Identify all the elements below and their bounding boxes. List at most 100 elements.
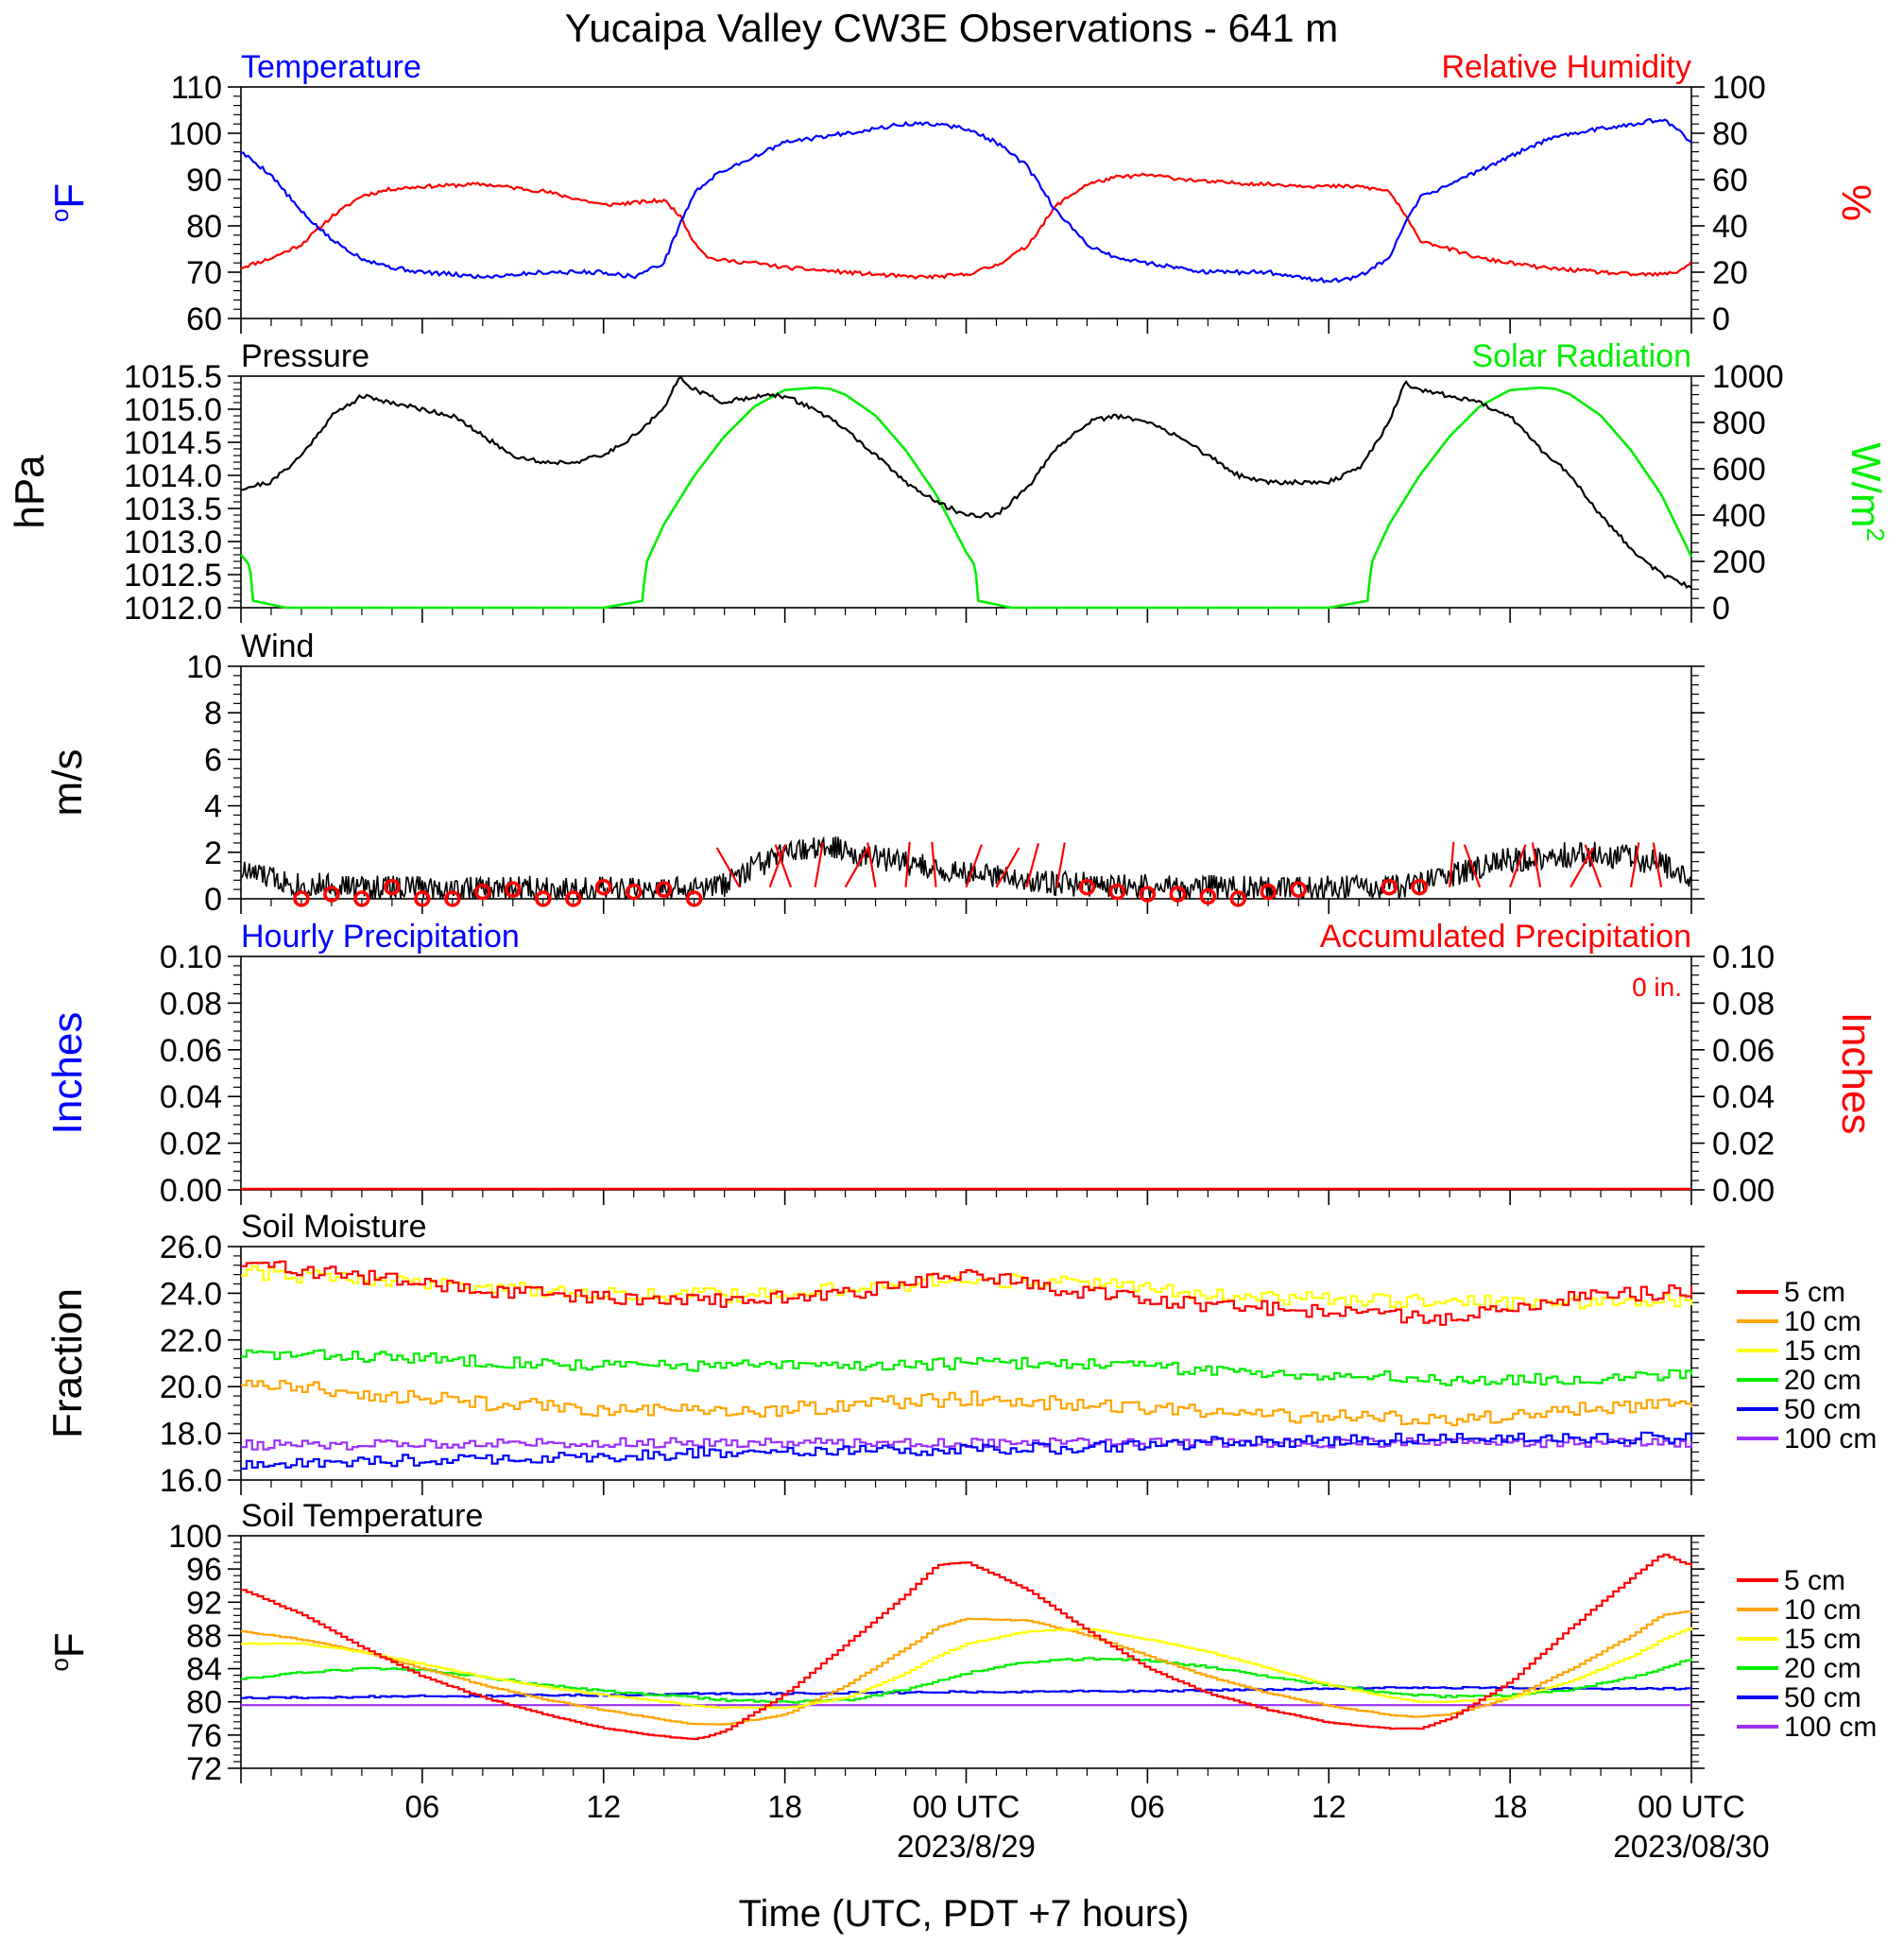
legend-label: 100 cm: [1784, 1423, 1877, 1454]
wind-barb: [1449, 841, 1455, 887]
y-right-tick-label: 0: [1712, 591, 1730, 627]
y-right-tick-label: 0.04: [1712, 1079, 1775, 1115]
y-tick-label: 20.0: [160, 1369, 222, 1405]
y-tick-label: 2: [204, 835, 222, 871]
legend-label: 5 cm: [1784, 1277, 1845, 1308]
legend-label: 10 cm: [1784, 1306, 1861, 1337]
wind-barb: [1584, 844, 1603, 888]
wind-barb: [965, 844, 983, 888]
y-tick-label: 0.04: [160, 1079, 222, 1115]
y-tick-label: 100: [168, 116, 222, 152]
calm-wind-marker: [655, 881, 673, 898]
y-right-tick-label: 600: [1712, 452, 1766, 488]
y-right-tick-label: 200: [1712, 544, 1766, 580]
calm-wind-marker: [565, 890, 582, 907]
series-line-humidity: [240, 172, 1692, 281]
calm-wind-marker: [1381, 878, 1398, 896]
calm-wind-marker: [414, 890, 431, 907]
y-axis-label: oF: [45, 183, 93, 222]
calm-wind-marker: [323, 886, 340, 903]
legend-label: 50 cm: [1784, 1394, 1861, 1425]
y-tick-label: 96: [186, 1552, 222, 1588]
y-tick-label: 90: [186, 163, 222, 198]
calm-wind-marker: [474, 883, 491, 901]
y-tick-label: 16.0: [160, 1463, 222, 1499]
panel-right-title: Accumulated Precipitation: [1320, 919, 1691, 955]
y-tick-label: 24.0: [160, 1276, 222, 1312]
y-tick-label: 1012.5: [124, 558, 222, 594]
wind-barb: [995, 847, 1021, 888]
legend-label: 20 cm: [1784, 1653, 1861, 1684]
y-right-tick-label: 100: [1712, 70, 1766, 106]
y-tick-label: 1012.0: [124, 591, 222, 627]
y-tick-label: 26.0: [160, 1230, 222, 1265]
y-tick-label: 4: [204, 789, 222, 825]
panel-right-title: Solar Radiation: [1472, 338, 1691, 374]
y-tick-label: 76: [186, 1718, 222, 1754]
calm-wind-marker: [1229, 890, 1247, 907]
y-tick-label: 80: [186, 209, 222, 245]
accumulated-total: 0 in.: [1632, 972, 1682, 1002]
legend-label: 10 cm: [1784, 1594, 1861, 1626]
calm-wind-marker: [1411, 878, 1428, 896]
calm-wind-marker: [1169, 886, 1187, 903]
wind-barb: [1509, 844, 1527, 888]
y-tick-label: 0.10: [160, 939, 222, 975]
wind-barb: [1652, 842, 1663, 887]
series-line-pressure: [240, 375, 1692, 589]
wind-barb: [768, 844, 787, 888]
y-tick-label: 8: [204, 696, 222, 732]
y-tick-label: 1014.0: [124, 458, 222, 494]
x-tick-label: 12: [586, 1789, 621, 1824]
series-line-50cm: [241, 1431, 1693, 1471]
wind-barb: [814, 842, 824, 887]
x-date-label: 2023/08/30: [1613, 1829, 1769, 1864]
y-tick-label: 0.06: [160, 1033, 222, 1069]
x-tick-label: 06: [1130, 1789, 1165, 1824]
calm-wind-marker: [1260, 883, 1278, 901]
calm-wind-marker: [1290, 881, 1308, 898]
legend-label: 20 cm: [1784, 1365, 1861, 1396]
y-axis-label: Fraction: [44, 1288, 91, 1438]
wind-barb: [1629, 842, 1640, 887]
calm-wind-marker: [1078, 878, 1096, 896]
calm-wind-marker: [1199, 887, 1217, 905]
x-axis: 06 12 18 00 UTC 2023/8/29 06 12 18 00 UTC 2023/08…: [405, 1789, 1770, 1864]
series-line-solar: [239, 387, 1693, 610]
calm-wind-marker: [505, 881, 522, 898]
y-tick-label: 6: [204, 742, 222, 778]
series-line-5cm: [241, 1260, 1693, 1326]
calm-wind-marker: [625, 883, 643, 901]
y-right-tick-label: 0.08: [1712, 986, 1775, 1022]
temperature-humidity-panel: 60 70 80 90 100 110 0 20 40 60 80 100 Temperature Rel…: [45, 49, 1879, 337]
pressure-solar-panel: 1012.01012.51013.01013.51014.01014.51015…: [7, 338, 1890, 627]
y-axis-label: m/s: [44, 749, 91, 817]
y-right-tick-label: 80: [1712, 116, 1748, 152]
calm-wind-marker: [685, 890, 703, 907]
wind-barb: [866, 842, 877, 887]
panel-right-title: Relative Humidity: [1441, 49, 1691, 85]
calm-wind-marker: [595, 878, 612, 896]
calm-wind-marker: [384, 878, 401, 896]
x-tick-label: 18: [1493, 1789, 1528, 1824]
y-tick-label: 1013.5: [124, 491, 222, 527]
y-axis-label: Inches: [44, 1012, 91, 1135]
legend-label: 50 cm: [1784, 1682, 1861, 1713]
wind-barb: [1463, 844, 1482, 888]
legend-label: 15 cm: [1784, 1624, 1861, 1655]
calm-wind-marker: [535, 890, 552, 907]
panel-left-title: Pressure: [241, 338, 369, 374]
soil-moisture-panel: 16.0 18.0 20.0 22.0 24.0 26.0 Soil Moisture Fra…: [44, 1209, 1877, 1499]
plot-frame: [240, 86, 1692, 319]
y-right-tick-label: 0.00: [1712, 1173, 1775, 1209]
wind-barb: [1025, 843, 1039, 887]
wind-barb: [1531, 842, 1542, 887]
calm-wind-marker: [1108, 883, 1126, 901]
x-tick-label: 18: [767, 1789, 802, 1824]
y-tick-label: 80: [186, 1685, 222, 1721]
y-right-axis-label: W/m2: [1843, 442, 1890, 542]
series-line-15cm: [241, 1627, 1693, 1710]
y-right-tick-label: 60: [1712, 163, 1748, 198]
